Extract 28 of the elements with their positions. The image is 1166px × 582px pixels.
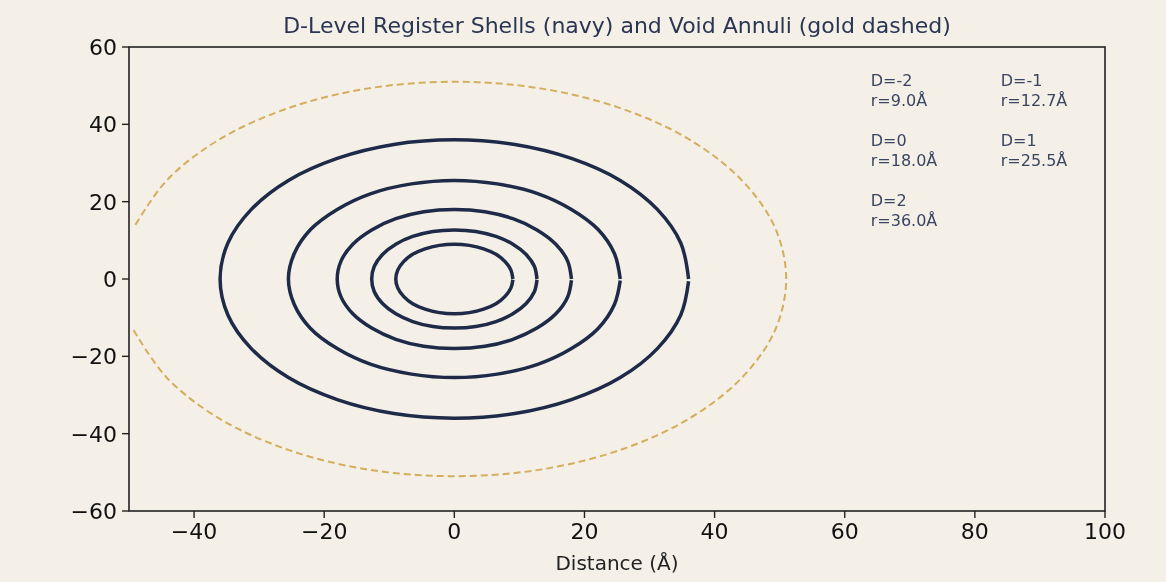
x-tick-label: 60 bbox=[830, 519, 859, 544]
x-tick-label: −40 bbox=[170, 519, 218, 544]
annotation: D=0 r=18.0Å bbox=[870, 130, 938, 170]
x-axis-title: Distance (Å) bbox=[555, 551, 679, 575]
annotation: D=-1 r=12.7Å bbox=[1000, 70, 1068, 110]
annotation: D=2 r=36.0Å bbox=[870, 190, 938, 230]
y-tick-label: 40 bbox=[89, 112, 117, 138]
y-tick-label: 60 bbox=[89, 35, 117, 60]
annotation: D=1 r=25.5Å bbox=[1000, 130, 1068, 170]
line-series bbox=[335, 207, 574, 351]
x-tick-label: 80 bbox=[960, 519, 989, 544]
line-series bbox=[369, 228, 539, 330]
chart-title: D-Level Register Shells (navy) and Void Annuli (gold dashed) bbox=[283, 13, 951, 38]
y-tick-label: −40 bbox=[70, 421, 117, 447]
y-tick-label: 0 bbox=[103, 267, 117, 292]
line-series bbox=[132, 80, 788, 478]
line-series bbox=[394, 242, 515, 316]
x-tick-label: 40 bbox=[700, 519, 729, 544]
y-tick-label: −20 bbox=[70, 344, 117, 370]
x-tick-label: 0 bbox=[447, 519, 462, 544]
x-tick-label: 20 bbox=[570, 519, 599, 544]
y-tick-label: −60 bbox=[70, 499, 117, 524]
y-tick-label: 20 bbox=[89, 189, 117, 215]
line-series bbox=[286, 178, 622, 380]
line-series bbox=[218, 138, 691, 420]
annotation: D=-2 r=9.0Å bbox=[870, 70, 928, 110]
x-tick-label: −20 bbox=[300, 519, 348, 544]
x-tick-label: 100 bbox=[1084, 519, 1126, 544]
